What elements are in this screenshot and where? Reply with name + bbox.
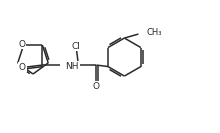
Text: NH: NH: [65, 62, 79, 70]
Text: O: O: [18, 40, 25, 49]
Text: CH₃: CH₃: [146, 28, 162, 37]
Text: Cl: Cl: [72, 41, 81, 51]
Text: O: O: [19, 63, 26, 72]
Text: O: O: [93, 82, 100, 91]
